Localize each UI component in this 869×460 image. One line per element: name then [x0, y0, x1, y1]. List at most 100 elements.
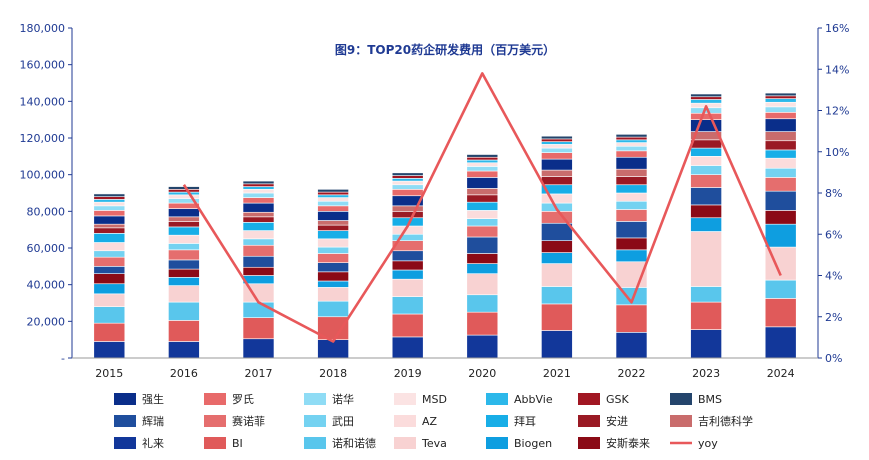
bar-segment [466, 225, 499, 238]
bar-segment [242, 230, 275, 240]
bar-segment [93, 306, 126, 324]
legend-swatch [394, 415, 416, 427]
bar-segment [690, 139, 722, 149]
bar-segment [541, 141, 573, 145]
legend: 强生 罗氏 诺华 MSD AbbVie GSK BMS 辉瑞 赛诺菲 武田 AZ 拜耳 安进 吉利德科学礼… [114, 392, 753, 450]
bar-segment [317, 197, 349, 202]
bar-segment [93, 199, 126, 203]
legend-swatch [486, 415, 508, 427]
bar-segment [690, 165, 722, 175]
legend-item: MSD [394, 393, 447, 406]
bar-segment [391, 250, 424, 262]
bar-segment [615, 304, 648, 333]
bar-segment [690, 329, 722, 359]
bar-segment [466, 334, 499, 359]
bar-segment [466, 311, 499, 336]
bar-segment [690, 93, 722, 98]
bar-segment [466, 294, 499, 313]
bar-segment [615, 168, 648, 177]
legend-item: 罗氏 [204, 393, 254, 406]
bar-segment [615, 249, 648, 263]
bar-segment [317, 200, 349, 207]
chart-title: 图9：TOP20药企研发费用（百万美元） [335, 42, 555, 57]
right-tick-label: 6% [825, 228, 842, 241]
bar-segment [93, 266, 126, 274]
bar-segment [615, 134, 648, 138]
bar-segment [764, 177, 797, 192]
bar-segment [391, 336, 424, 359]
bar-segment [391, 189, 424, 197]
legend-swatch [114, 415, 136, 427]
legend-item: 吉利德科学 [670, 414, 753, 428]
left-tick-label: 100,000 [20, 169, 66, 182]
legend-swatch [670, 415, 692, 427]
legend-label: 辉瑞 [142, 414, 164, 428]
left-tick-label: 60,000 [27, 242, 66, 255]
legend-label: Biogen [514, 437, 552, 450]
axes: - 20,000 40,000 60,000 80,000 100,000 120,000 1… [20, 22, 850, 380]
bar-segment [615, 176, 648, 186]
bar-segment [168, 208, 200, 218]
legend-swatch [114, 393, 136, 405]
bar-segment [690, 156, 722, 166]
bar-segment [317, 205, 349, 212]
bar-segment [541, 222, 573, 241]
bar-segment [317, 271, 349, 282]
bar-segment [764, 118, 797, 132]
bar-segment [242, 222, 275, 231]
right-tick-label: 8% [825, 187, 842, 200]
bar-segment [242, 216, 275, 223]
legend-label: Teva [421, 437, 447, 450]
bar-segment [615, 136, 648, 141]
bar-segment [168, 191, 200, 196]
bar-segment [615, 237, 648, 251]
bar-segment [391, 313, 424, 338]
x-tick-label: 2018 [319, 367, 347, 380]
bar-segment [690, 96, 722, 100]
bar-segment [93, 283, 126, 295]
bars [93, 92, 797, 359]
bar-segment [541, 152, 573, 160]
bar-segment [317, 230, 349, 240]
x-tick-label: 2021 [543, 367, 571, 380]
bar-segment [93, 201, 126, 207]
bar-segment [168, 277, 200, 286]
bar-segment [764, 210, 797, 225]
bar-segment [690, 217, 722, 232]
legend-label: 诺华 [332, 392, 354, 406]
bar-segment [690, 112, 722, 120]
bar-segment [541, 144, 573, 149]
legend-swatch [204, 437, 226, 449]
bar-segment [764, 131, 797, 142]
bar-segment [317, 287, 349, 302]
bar-segment [317, 224, 349, 231]
bar-segment [466, 253, 499, 264]
legend-item: 礼来 [114, 436, 164, 450]
bar-segment [242, 211, 275, 218]
bar-segment [541, 330, 573, 359]
bar-segment [615, 221, 648, 239]
bar-segment [93, 293, 126, 307]
legend-item: 武田 [304, 415, 354, 428]
bar-segment [391, 175, 424, 179]
bar-segment [242, 255, 275, 268]
bar-segment [466, 263, 499, 274]
bar-segment [541, 263, 573, 287]
bar-segment [690, 174, 722, 188]
bar-segment [317, 191, 349, 196]
bar-segment [317, 211, 349, 221]
bar-segment [242, 189, 275, 194]
bar-segment [466, 170, 499, 178]
legend-swatch [486, 437, 508, 449]
legend-item: AZ [394, 415, 438, 428]
x-tick-label: 2019 [394, 367, 422, 380]
bar-segment [93, 341, 126, 359]
bar-segment [615, 150, 648, 158]
legend-label: 赛诺菲 [232, 414, 265, 428]
bar-segment [317, 280, 349, 288]
bar-segment [764, 223, 797, 248]
bar-segment [615, 145, 648, 152]
legend-item: 诺华 [304, 392, 354, 406]
bar-segment [93, 242, 126, 252]
bar-segment [466, 166, 499, 172]
